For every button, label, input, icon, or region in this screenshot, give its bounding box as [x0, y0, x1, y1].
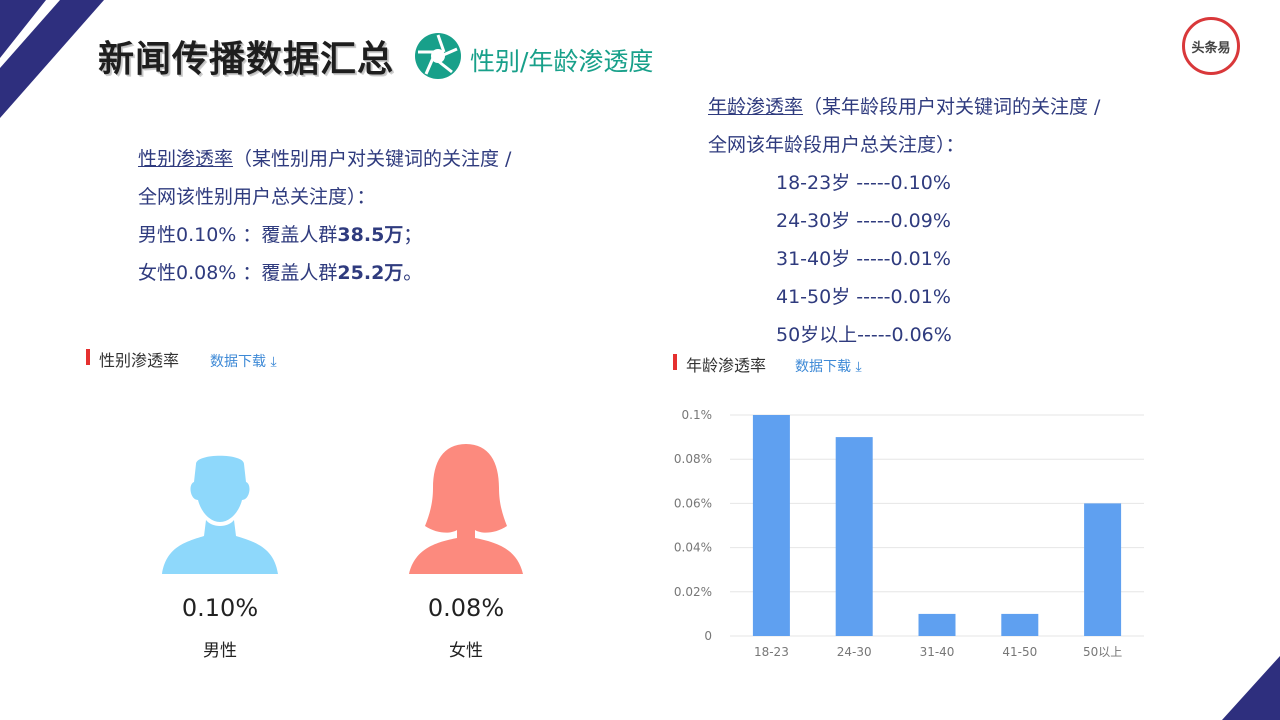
y-tick-label: 0 [704, 629, 712, 643]
age-line: 18-23岁 -----0.10% [776, 172, 951, 194]
age-breakdown-list: 18-23岁 -----0.10% 24-30岁 -----0.09% 31-4… [708, 164, 1100, 354]
top-left-corner-decoration [0, 0, 104, 118]
female-coverage-line: 女性0.08% ：覆盖人群25.2万。 [138, 254, 511, 292]
download-icon: ⤓ [270, 354, 277, 370]
age-term: 年龄渗透率 [708, 96, 804, 118]
gender-definition-line-1: 性别渗透率（某性别用户对关键词的关注度 / [138, 140, 511, 178]
male-percent: 0.10% [181, 594, 259, 622]
age-section-title: 年龄渗透率 [686, 356, 767, 375]
bar [752, 415, 790, 636]
brand-logo: 头条易 [1182, 17, 1240, 75]
male-coverage-suffix: ； [403, 224, 423, 246]
gender-definition-line-2: 全网该性别用户总关注度）： [138, 186, 376, 208]
age-line: 50岁以上-----0.06% [776, 324, 952, 346]
bar [1001, 613, 1039, 636]
x-tick-label: 41-50 [1002, 645, 1037, 659]
x-tick-label: 31-40 [920, 645, 955, 659]
male-coverage-line: 男性0.10% ：覆盖人群38.5万； [138, 216, 511, 254]
age-download-link[interactable]: 数据下载 ⤓ [795, 356, 862, 376]
page-title: 新闻传播数据汇总 [98, 39, 395, 80]
age-line: 24-30岁 -----0.09% [776, 210, 951, 232]
gender-download-link[interactable]: 数据下载 ⤓ [210, 351, 277, 371]
x-tick-label: 24-30 [837, 645, 872, 659]
age-definition-line-2: 全网该年龄段用户总关注度）： [708, 134, 965, 156]
y-tick-label: 0.1% [682, 408, 713, 422]
page-subtitle: 性别/年龄渗透度 [470, 47, 654, 76]
age-line: 31-40岁 -----0.01% [776, 248, 951, 270]
y-tick-label: 0.08% [674, 452, 712, 466]
y-tick-label: 0.02% [674, 585, 712, 599]
female-label: 女性 [449, 641, 483, 661]
male-coverage-value: 38.5万 [337, 224, 404, 246]
male-coverage-text: 男性0.10% ：覆盖人群 [138, 224, 338, 246]
y-tick-label: 0.04% [674, 541, 712, 555]
bottom-right-corner-decoration [1222, 656, 1280, 720]
age-line: 41-50岁 -----0.01% [776, 286, 951, 308]
bar [918, 613, 956, 636]
age-definition-line-1: 年龄渗透率（某年龄段用户对关键词的关注度 / [708, 88, 1100, 126]
x-tick-label: 18-23 [754, 645, 789, 659]
y-tick-label: 0.06% [674, 496, 712, 510]
x-tick-label: 50以上 [1083, 645, 1122, 659]
gender-section-title: 性别渗透率 [99, 351, 180, 370]
gender-download-label: 数据下载 [210, 354, 266, 370]
age-description: 年龄渗透率（某年龄段用户对关键词的关注度 / 全网该年龄段用户总关注度）： 18… [708, 88, 1100, 354]
female-avatar-icon [409, 444, 523, 574]
gender-definition-text: （某性别用户对关键词的关注度 / [233, 148, 512, 170]
gender-section-marker [86, 349, 90, 365]
age-section-marker [673, 354, 677, 370]
gender-description: 性别渗透率（某性别用户对关键词的关注度 / 全网该性别用户总关注度）： 男性0.… [138, 140, 511, 292]
female-percent: 0.08% [427, 594, 505, 622]
age-bar-chart: 0 0.02% 0.04% 0.06% 0.08% 0.1% 18-23 24-30 31-40… [674, 408, 1144, 659]
female-coverage-value: 25.2万 [337, 262, 404, 284]
bar [1084, 503, 1122, 636]
female-coverage-suffix: 。 [403, 262, 423, 284]
aperture-icon [415, 33, 461, 79]
age-download-label: 数据下载 [795, 359, 851, 375]
male-avatar-icon [162, 455, 278, 574]
male-label: 男性 [203, 641, 237, 661]
age-definition-text: （某年龄段用户对关键词的关注度 / [803, 96, 1101, 118]
gender-term: 性别渗透率 [138, 148, 234, 170]
female-coverage-text: 女性0.08% ：覆盖人群 [138, 262, 338, 284]
download-icon: ⤓ [855, 359, 862, 375]
bar [835, 437, 873, 636]
